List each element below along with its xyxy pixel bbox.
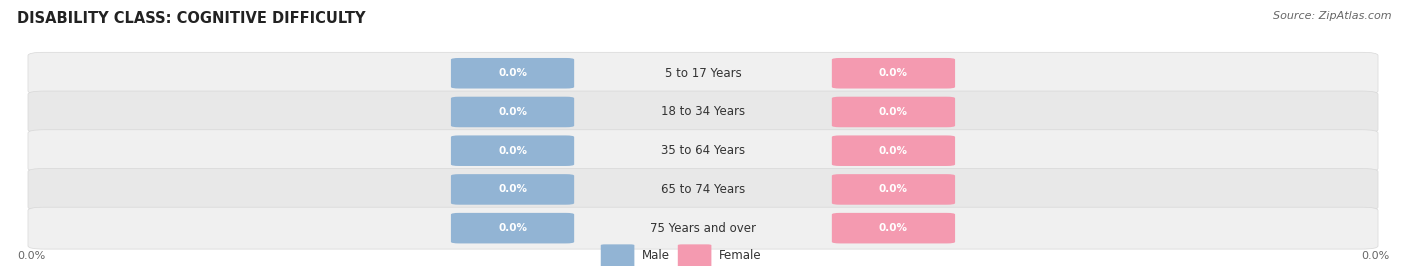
Text: 75 Years and over: 75 Years and over — [650, 222, 756, 235]
FancyBboxPatch shape — [832, 97, 955, 127]
Text: 0.0%: 0.0% — [498, 146, 527, 156]
FancyBboxPatch shape — [451, 58, 574, 89]
Text: 0.0%: 0.0% — [498, 223, 527, 233]
Text: DISABILITY CLASS: COGNITIVE DIFFICULTY: DISABILITY CLASS: COGNITIVE DIFFICULTY — [17, 11, 366, 26]
FancyBboxPatch shape — [678, 244, 711, 267]
FancyBboxPatch shape — [28, 207, 1378, 249]
Text: Female: Female — [718, 249, 761, 262]
FancyBboxPatch shape — [28, 130, 1378, 172]
FancyBboxPatch shape — [451, 135, 574, 166]
Text: 0.0%: 0.0% — [498, 185, 527, 194]
Text: 0.0%: 0.0% — [498, 107, 527, 117]
Text: 0.0%: 0.0% — [879, 185, 908, 194]
Text: 0.0%: 0.0% — [879, 146, 908, 156]
Text: 0.0%: 0.0% — [879, 68, 908, 78]
FancyBboxPatch shape — [832, 213, 955, 243]
Text: 0.0%: 0.0% — [879, 223, 908, 233]
FancyBboxPatch shape — [832, 58, 955, 89]
Text: Male: Male — [641, 249, 669, 262]
FancyBboxPatch shape — [832, 174, 955, 205]
FancyBboxPatch shape — [600, 244, 634, 267]
FancyBboxPatch shape — [832, 135, 955, 166]
FancyBboxPatch shape — [451, 174, 574, 205]
FancyBboxPatch shape — [28, 168, 1378, 210]
Text: 5 to 17 Years: 5 to 17 Years — [665, 67, 741, 80]
FancyBboxPatch shape — [28, 52, 1378, 94]
Text: 35 to 64 Years: 35 to 64 Years — [661, 144, 745, 157]
FancyBboxPatch shape — [451, 97, 574, 127]
Text: 0.0%: 0.0% — [1361, 251, 1389, 261]
Text: 65 to 74 Years: 65 to 74 Years — [661, 183, 745, 196]
FancyBboxPatch shape — [28, 91, 1378, 133]
Text: 18 to 34 Years: 18 to 34 Years — [661, 105, 745, 118]
FancyBboxPatch shape — [451, 213, 574, 243]
Text: 0.0%: 0.0% — [17, 251, 45, 261]
Text: 0.0%: 0.0% — [879, 107, 908, 117]
Text: 0.0%: 0.0% — [498, 68, 527, 78]
Text: Source: ZipAtlas.com: Source: ZipAtlas.com — [1274, 11, 1392, 21]
